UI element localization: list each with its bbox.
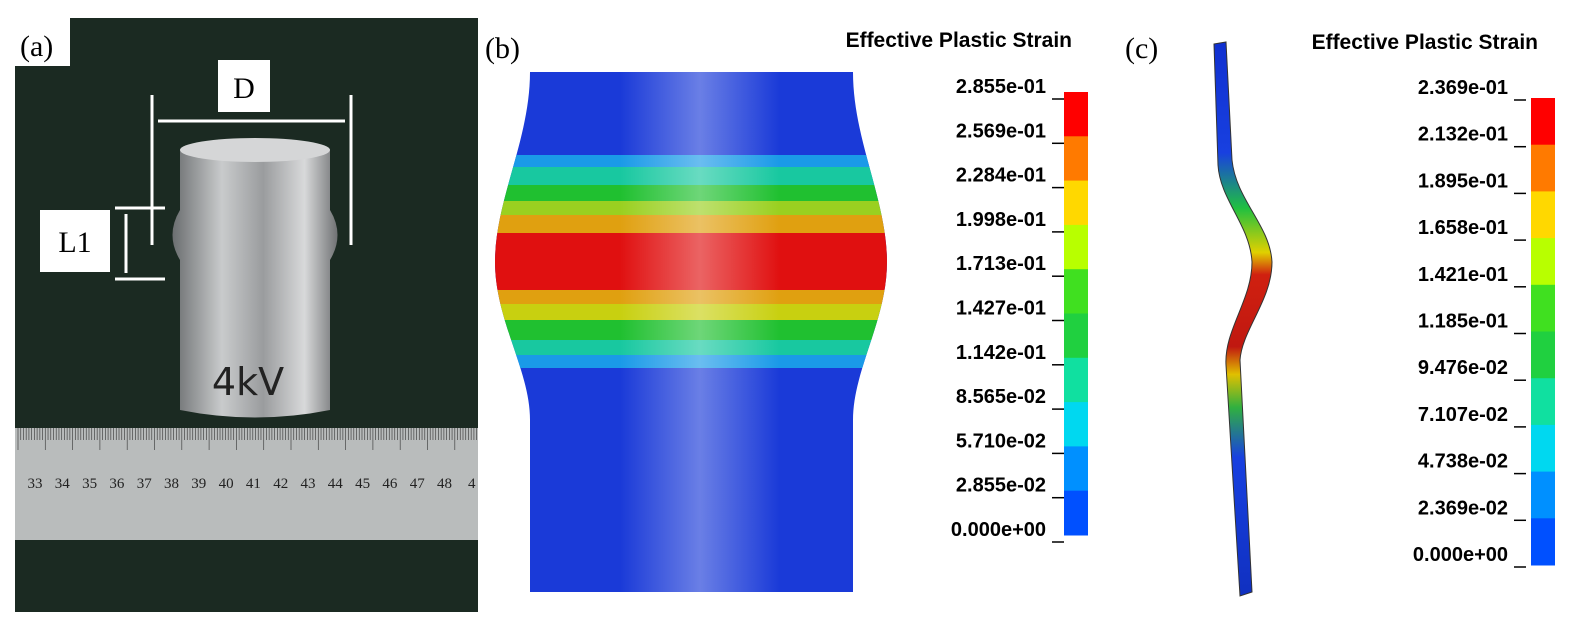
dimension-label: D [233,72,255,105]
ruler-number: 43 [301,476,316,492]
legend-label: 2.569e-01 [956,120,1046,142]
panel-label: (c) [1125,32,1158,65]
legend-label: 2.369e-02 [1418,497,1508,519]
panel-label: (a) [20,30,53,63]
legend-label: 2.369e-01 [1418,77,1508,99]
legend-label: 2.284e-01 [956,165,1046,187]
legend-label: 4.738e-02 [1418,451,1508,473]
legend-label: 0.000e+00 [1413,544,1508,566]
legend-label: 2.855e-01 [956,76,1046,98]
legend-label: 1.658e-01 [1418,217,1508,239]
ruler-number: 44 [328,476,344,492]
simulation-panel: (c) Effective Plastic Strain 2.369e-01 2.… [1125,31,1555,597]
colorbar-segment [1531,284,1555,332]
panel-label: (b) [485,32,520,65]
ruler-number: 40 [219,476,234,492]
simulation-panel: (b) Effective Plastic Strain 2.855e-01 2.… [485,29,1088,592]
legend-label: 2.132e-01 [1418,124,1508,146]
legend-label: 1.998e-01 [956,209,1046,231]
legend-label: 5.710e-02 [956,430,1046,452]
legend-label: 9.476e-02 [1418,357,1508,379]
ruler-number: 4 [468,476,476,492]
colorbar-segment [1064,402,1088,447]
colorbar-segment [1531,191,1555,239]
colorbar-segment [1531,144,1555,192]
colorbar-segment [1064,490,1088,536]
ruler-number: 48 [437,476,452,492]
ruler-number: 45 [355,476,370,492]
legend-label: 0.000e+00 [951,519,1046,541]
legend-label: 1.713e-01 [956,253,1046,275]
colorbar-segment [1064,92,1088,137]
ruler-number: 37 [137,476,153,492]
colorbar-segment [1064,136,1088,182]
ruler-number: 34 [55,476,71,492]
colorbar-segment [1531,518,1555,566]
ruler-number: 39 [191,476,206,492]
ruler-number: 46 [382,476,398,492]
ruler-number: 36 [109,476,125,492]
legend-label: 7.107e-02 [1418,404,1508,426]
colorbar-segment [1531,331,1555,379]
ruler-number: 38 [164,476,179,492]
colorbar-segment [1531,424,1555,473]
colorbar-segment [1531,98,1555,146]
photo-panel: (a) D L1 4kV 33 34 35 36 37 38 39 40 41 42 43 44 45 4… [15,18,478,612]
legend-label: 1.895e-01 [1418,170,1508,192]
ruler-number: 35 [82,476,97,492]
dimension-label: L1 [58,226,91,259]
legend-label: 1.142e-01 [956,342,1046,364]
colorbar-segment [1531,238,1555,286]
legend-label: 1.421e-01 [1418,264,1508,286]
legend-title: Effective Plastic Strain [846,29,1072,52]
ruler-number: 47 [410,476,426,492]
colorbar-segment [1064,313,1088,359]
colorbar-segment [1064,446,1088,492]
colorbar-segment [1064,357,1088,403]
legend-label: 1.185e-01 [1418,311,1508,333]
legend-label: 8.565e-02 [956,386,1046,408]
ruler-number: 33 [28,476,43,492]
colorbar-segment [1064,224,1088,270]
legend-label: 1.427e-01 [956,298,1046,320]
colorbar-segment [1531,378,1555,426]
legend-label: 2.855e-02 [956,475,1046,497]
colorbar-segment [1531,471,1555,519]
ruler-number: 42 [273,476,288,492]
colorbar-segment [1064,180,1088,226]
colorbar-segment [1064,269,1088,314]
tube-marking: 4kV [212,360,284,404]
ruler-number: 41 [246,476,261,492]
legend-title: Effective Plastic Strain [1312,31,1538,54]
